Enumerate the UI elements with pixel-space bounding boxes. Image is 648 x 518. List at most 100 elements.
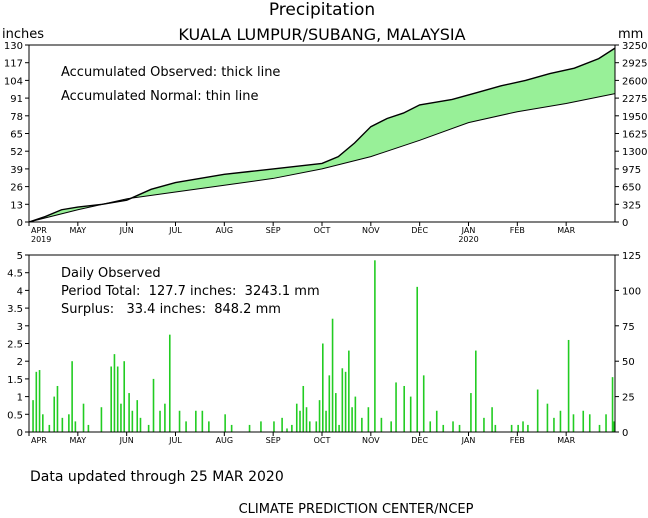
daily-bar (159, 410, 161, 432)
daily-bar (351, 407, 353, 432)
y-tick-label-left: 4 (17, 286, 23, 297)
y-tick-label-left: 104 (4, 76, 23, 87)
daily-bar (322, 343, 324, 432)
y-tick-label-left: 4.5 (7, 269, 23, 280)
unit-label-left: inches (2, 27, 44, 42)
daily-bar (395, 382, 397, 432)
daily-bar (536, 389, 539, 432)
y-tick-label-right: 650 (622, 183, 641, 194)
daily-bar (338, 424, 340, 432)
x-tick-label: JUL (168, 436, 182, 445)
daily-bar (152, 378, 155, 432)
daily-bar (35, 371, 38, 432)
x-tick-label: SEP (266, 226, 281, 235)
daily-bar (248, 424, 251, 432)
x-tick-label: FEB (510, 436, 525, 445)
year-label: 2020 (458, 235, 478, 244)
daily-bar (527, 424, 529, 432)
daily-bar (403, 385, 405, 432)
x-tick-label: OCT (314, 436, 331, 445)
top-y-axis-right: 0 325 650 975 1300 1625 1950 2275 2600 2925 3250 (615, 41, 647, 229)
daily-bar (335, 393, 337, 432)
x-tick-label: JUN (119, 436, 134, 445)
x-tick-label: MAR (557, 436, 575, 445)
unit-label-right: mm (618, 27, 643, 42)
daily-bar (295, 403, 298, 432)
daily-bar (74, 421, 77, 432)
y-tick-label-right: 2600 (622, 76, 647, 87)
daily-bar (354, 396, 357, 432)
daily-bar (494, 424, 497, 432)
period-total-note: Period Total: 127.7 inches: 3243.1 mm (61, 284, 320, 299)
daily-bar (380, 417, 383, 432)
daily-bar (136, 400, 139, 432)
x-tick-label: OCT (314, 226, 331, 235)
daily-bar (185, 421, 187, 432)
daily-bar (113, 354, 116, 432)
daily-bar (48, 424, 51, 432)
daily-bar (422, 375, 425, 432)
daily-bar (390, 421, 392, 432)
figure-subtitle: KUALA LUMPUR/SUBANG, MALAYSIA (178, 25, 465, 44)
daily-bar (299, 410, 301, 432)
daily-bar (491, 407, 493, 432)
x-tick-label: JAN (461, 226, 476, 235)
y-tick-label-left: 130 (4, 41, 23, 52)
daily-bar (315, 421, 318, 432)
daily-bar (348, 350, 350, 432)
daily-bar (38, 370, 41, 432)
daily-bar (483, 417, 485, 432)
daily-bar (341, 368, 344, 432)
daily-bar (128, 393, 130, 432)
daily-bar (318, 400, 321, 432)
daily-bar (517, 424, 519, 432)
y-tick-label-right: 2925 (622, 59, 647, 70)
daily-bar (598, 424, 601, 432)
daily-bar (325, 410, 327, 432)
x-tick-label: MAR (557, 226, 575, 235)
x-tick-label: MAY (70, 226, 87, 235)
y-tick-label-left: 117 (4, 59, 23, 70)
daily-bar (68, 414, 70, 432)
daily-note: Daily Observed (61, 266, 161, 281)
y-tick-label-right: 0 (622, 218, 628, 229)
y-tick-label-right: 1300 (622, 147, 647, 158)
daily-bar (605, 414, 607, 432)
y-tick-label-left: 65 (10, 130, 23, 141)
daily-bar (470, 393, 472, 432)
y-tick-label-right: 3250 (622, 41, 647, 52)
daily-bar (559, 410, 562, 432)
daily-chart: 0 0.5 1 1.5 2 2.5 3 3.5 4 4.5 5 0 25 50 75 100 125 APR M… (7, 251, 641, 445)
y-tick-label-right: 1625 (622, 130, 647, 141)
daily-bar (164, 403, 166, 432)
bottom-y-axis-right: 0 25 50 75 100 125 (615, 251, 641, 439)
daily-bar (260, 421, 262, 432)
x-tick-label: AUG (216, 226, 234, 235)
daily-bar (139, 417, 142, 432)
x-tick-label: MAY (70, 436, 87, 445)
daily-bar (553, 417, 555, 432)
series-accumulated-observed-line (28, 47, 616, 223)
daily-bar (611, 377, 614, 432)
x-tick-label: NOV (362, 436, 380, 445)
y-tick-label-left: 0.5 (7, 410, 23, 421)
credit-line: CLIMATE PREDICTION CENTER/NCEP (239, 502, 474, 517)
x-tick-label: APR (31, 226, 47, 235)
y-tick-label-right: 975 (622, 165, 641, 176)
x-tick-label: FEB (510, 226, 525, 235)
daily-bar (208, 421, 210, 432)
daily-bar (87, 424, 90, 432)
y-tick-label-right: 25 (622, 393, 635, 404)
daily-bar (613, 421, 615, 432)
daily-bar (131, 410, 134, 432)
daily-bars (32, 260, 615, 432)
x-tick-label: JAN (461, 436, 476, 445)
daily-bar (224, 414, 226, 432)
daily-bar (302, 385, 305, 432)
y-tick-label-left: 91 (10, 94, 23, 105)
daily-bar (522, 421, 524, 432)
daily-bar (56, 385, 59, 432)
daily-bar (510, 424, 513, 432)
x-tick-label: AUG (216, 436, 234, 445)
